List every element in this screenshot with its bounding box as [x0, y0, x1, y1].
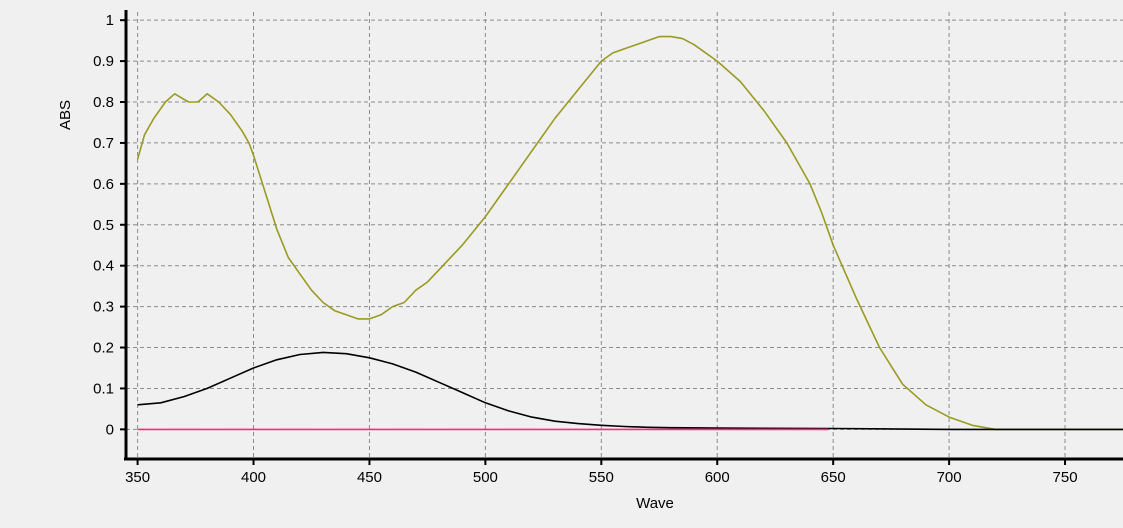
series-line-1 — [137, 351, 1123, 431]
plot-area — [126, 12, 1123, 458]
y-tick-label-3: 0.3 — [93, 299, 114, 316]
x-tick-label-4: 550 — [589, 469, 614, 486]
series-line-0 — [136, 35, 1123, 431]
y-tick-label-8: 0.8 — [93, 94, 114, 111]
y-tick-label-4: 0.4 — [93, 258, 114, 275]
y-tick-label-5: 0.5 — [93, 217, 114, 234]
x-tick-label-0: 350 — [125, 469, 150, 486]
y-axis-title: ABS — [57, 100, 74, 130]
x-tick-label-7: 700 — [937, 469, 962, 486]
x-axis-title: Wave — [636, 495, 674, 512]
y-tick-labels: 0 0.1 0.2 0.3 0.4 0.5 0.6 0.7 0.8 0.9 1 — [93, 12, 126, 438]
y-tick-label-9: 0.9 — [93, 53, 114, 70]
series-layer — [136, 35, 1123, 431]
y-tick-label-7: 0.7 — [93, 135, 114, 152]
y-tick-label-1: 0.1 — [93, 380, 114, 397]
x-tick-label-1: 400 — [241, 469, 266, 486]
x-tick-label-2: 450 — [357, 469, 382, 486]
axes — [124, 10, 1123, 461]
x-tick-label-6: 650 — [821, 469, 846, 486]
x-tick-label-8: 750 — [1053, 469, 1078, 486]
y-tick-label-10: 1 — [106, 12, 114, 29]
x-tick-label-3: 500 — [473, 469, 498, 486]
y-tick-label-0: 0 — [106, 421, 114, 438]
x-tick-labels: 350 400 450 500 550 600 650 700 750 — [125, 458, 1078, 486]
y-tick-label-2: 0.2 — [93, 340, 114, 357]
x-tick-label-5: 600 — [705, 469, 730, 486]
y-tick-label-6: 0.6 — [93, 176, 114, 193]
